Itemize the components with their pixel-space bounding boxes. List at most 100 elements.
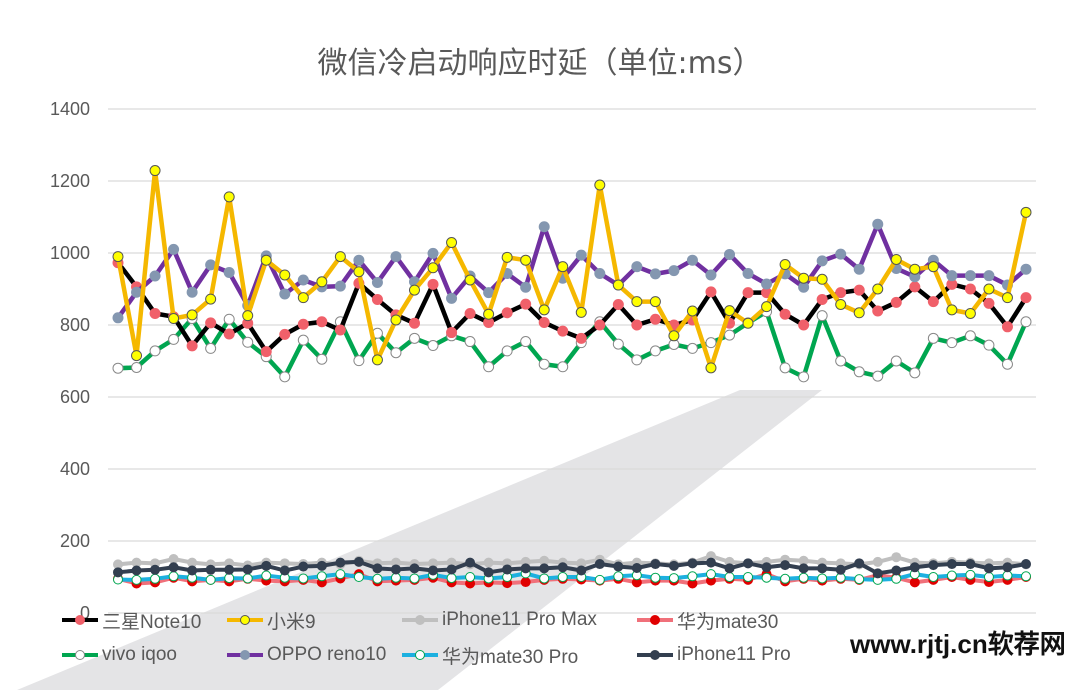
data-point [279, 565, 290, 576]
data-point [835, 355, 847, 367]
data-point [631, 563, 642, 573]
data-point [612, 338, 624, 350]
data-point [149, 345, 161, 357]
data-point [242, 310, 254, 322]
data-point [594, 574, 605, 585]
data-point [112, 362, 124, 374]
data-point [557, 361, 569, 373]
data-point [390, 347, 402, 359]
data-point [224, 564, 235, 575]
data-point [983, 297, 995, 309]
data-point [964, 330, 976, 342]
legend-label: iPhone11 Pro [677, 644, 791, 665]
data-point [779, 362, 791, 374]
data-point [816, 273, 828, 285]
data-point [705, 569, 716, 580]
data-point [872, 305, 884, 317]
data-point [816, 310, 828, 322]
data-point [927, 332, 939, 344]
data-point [687, 558, 698, 569]
data-point [371, 354, 383, 366]
data-point [743, 558, 754, 569]
data-point [983, 270, 995, 282]
data-point [853, 263, 865, 275]
data-point [501, 345, 513, 357]
data-point [1021, 559, 1031, 570]
data-point [946, 570, 957, 581]
data-point [298, 573, 309, 584]
data-point [316, 353, 328, 365]
data-point [612, 279, 624, 291]
data-point [520, 281, 532, 293]
data-point [465, 557, 476, 568]
data-point [446, 564, 457, 575]
data-point [390, 572, 401, 583]
data-point [427, 262, 439, 274]
data-point [631, 296, 643, 308]
data-point [520, 254, 532, 266]
data-point [539, 563, 550, 574]
series-小米9 [112, 165, 1032, 374]
data-point [891, 552, 902, 563]
data-point [538, 304, 550, 316]
data-point [705, 557, 716, 568]
legend-marker-icon [637, 650, 673, 660]
data-point [816, 255, 828, 267]
data-point [724, 305, 736, 317]
data-point [575, 306, 587, 318]
data-point [390, 251, 402, 263]
data-point [446, 292, 458, 304]
data-point [334, 324, 346, 336]
data-point [891, 565, 902, 576]
legend-label: 三星Note10 [102, 611, 202, 633]
legend-marker-icon [227, 615, 263, 625]
data-point [112, 251, 124, 263]
data-point [557, 325, 569, 337]
data-point [353, 355, 365, 367]
data-point [186, 340, 198, 352]
data-point [742, 268, 754, 280]
data-point [1020, 206, 1032, 218]
data-point [779, 259, 791, 271]
data-point [872, 283, 884, 295]
data-point [353, 266, 365, 278]
data-point [242, 336, 254, 348]
data-point [335, 569, 346, 580]
legend-label: OPPO reno10 [267, 644, 387, 665]
data-point [983, 572, 994, 582]
data-point [297, 292, 309, 304]
y-tick-label: 1000 [50, 243, 90, 263]
data-point [242, 564, 253, 575]
data-point [724, 572, 735, 582]
legend-marker-icon [62, 650, 98, 660]
data-point [687, 571, 698, 582]
data-point [483, 557, 494, 568]
data-point [168, 313, 180, 325]
data-point [149, 270, 161, 282]
data-point [761, 572, 772, 583]
legend-label: 华为mate30 Pro [442, 646, 579, 668]
legend-label: 华为mate30 [677, 611, 779, 633]
data-point [371, 277, 383, 289]
data-point [520, 563, 531, 574]
data-point [538, 358, 550, 370]
data-point [446, 237, 458, 249]
data-point [983, 283, 995, 295]
data-point [798, 319, 810, 331]
data-point [483, 287, 495, 299]
data-point [131, 574, 142, 585]
watermark-text: www.rjtj.cn软荐网 [850, 629, 1066, 659]
y-tick-label: 200 [60, 531, 90, 551]
data-point [742, 317, 754, 329]
data-point [279, 288, 291, 300]
watermark-shape [17, 390, 822, 690]
data-point [854, 574, 865, 585]
data-point [279, 371, 291, 383]
data-point [724, 248, 736, 260]
legend-marker-icon [637, 615, 673, 625]
legend-label: 小米9 [267, 611, 316, 633]
data-point [594, 559, 605, 570]
data-point [705, 337, 717, 349]
data-point [1001, 358, 1013, 370]
